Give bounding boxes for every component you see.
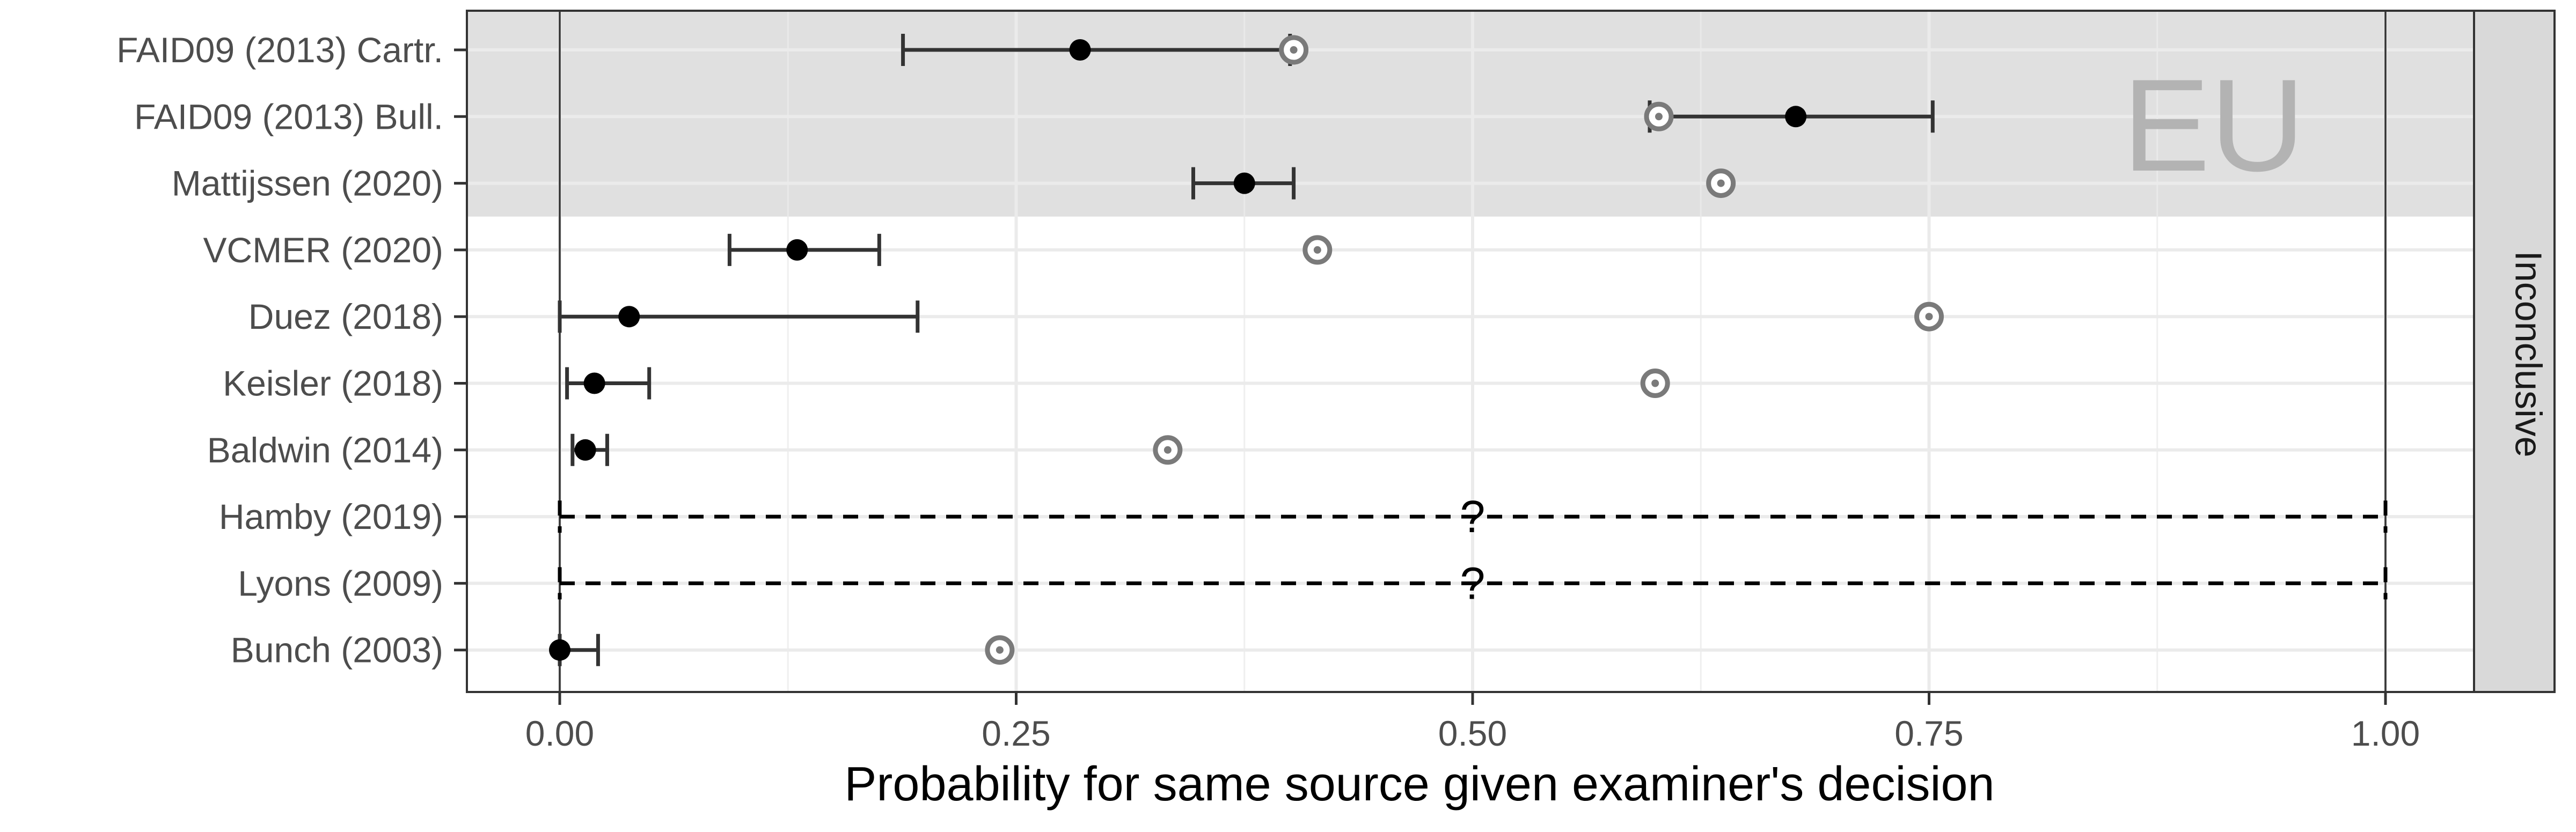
reference-ring-dot xyxy=(1717,179,1725,187)
y-tick-label: Hamby (2019) xyxy=(219,497,443,536)
reference-ring-dot xyxy=(1655,113,1663,121)
estimate-point xyxy=(786,239,808,261)
study-row xyxy=(727,233,1333,266)
x-tick-label: 0.00 xyxy=(525,713,594,753)
x-tick-label: 0.50 xyxy=(1438,713,1507,753)
study-row xyxy=(1644,100,1935,133)
facet-strip-box xyxy=(2473,10,2556,693)
y-tick-label: Mattijssen (2020) xyxy=(172,164,443,203)
study-row: ? xyxy=(558,558,2388,608)
reference-ring-dot xyxy=(1313,246,1321,254)
reference-ring-dot xyxy=(1163,446,1172,454)
axis-layer: FAID09 (2013) Cartr. FAID09 (2013) Bull. M… xyxy=(116,10,2475,753)
region-label: EU xyxy=(2123,51,2305,198)
study-row: ? xyxy=(558,491,2388,542)
study-row xyxy=(558,300,1944,333)
y-tick-label: FAID09 (2013) Bull. xyxy=(134,97,443,136)
reference-ring-dot xyxy=(1925,313,1933,321)
reference-ring-dot xyxy=(1651,379,1659,387)
y-tick-label: Keisler (2018) xyxy=(223,364,443,403)
estimate-point xyxy=(1785,106,1807,128)
unknown-marker: ? xyxy=(1460,491,1485,542)
data-layer: ?? xyxy=(549,34,2388,666)
y-tick-label: Duez (2018) xyxy=(248,297,443,336)
estimate-point xyxy=(583,372,605,394)
study-row xyxy=(1191,167,1736,200)
x-axis-title: Probability for same source given examin… xyxy=(844,757,1994,811)
study-row xyxy=(565,367,1670,400)
estimate-point xyxy=(549,639,570,661)
y-tick-label: FAID09 (2013) Cartr. xyxy=(116,30,443,70)
study-row xyxy=(901,34,1309,66)
facet-strip xyxy=(2473,10,2556,693)
estimate-point xyxy=(574,439,596,461)
estimate-point xyxy=(618,306,640,328)
y-tick-label: Bunch (2003) xyxy=(231,630,443,670)
study-row xyxy=(570,433,1183,466)
estimate-point xyxy=(1069,39,1091,61)
y-tick-label: Lyons (2009) xyxy=(238,563,443,603)
x-tick-label: 0.75 xyxy=(1894,713,1963,753)
estimate-point xyxy=(1233,172,1255,194)
x-tick-label: 1.00 xyxy=(2351,713,2420,753)
study-row xyxy=(549,634,1015,666)
x-tick-label: 0.25 xyxy=(982,713,1050,753)
reference-ring-dot xyxy=(996,646,1004,654)
unknown-marker: ? xyxy=(1460,558,1485,608)
reference-ring-dot xyxy=(1290,46,1298,54)
y-tick-label: VCMER (2020) xyxy=(203,230,443,270)
y-tick-label: Baldwin (2014) xyxy=(207,430,443,470)
facet-strip-label: Inconclusive xyxy=(2508,251,2550,457)
